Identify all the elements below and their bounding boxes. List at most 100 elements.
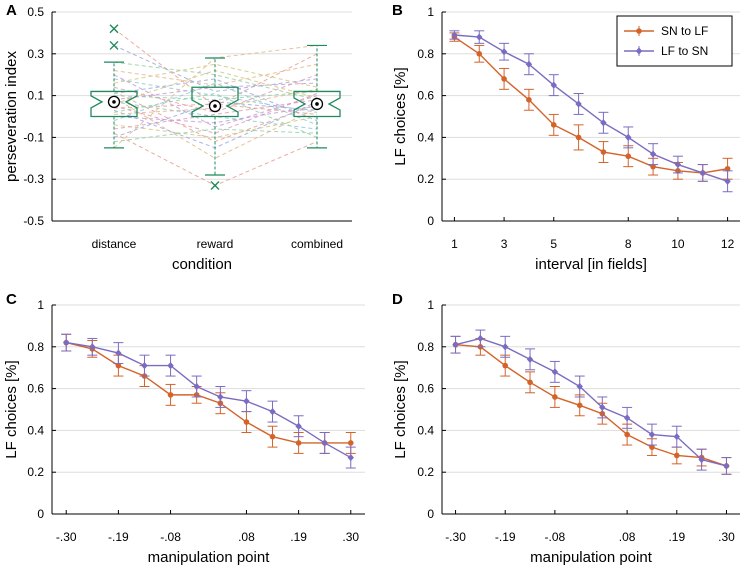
series-line	[455, 337, 727, 467]
data-point	[649, 444, 655, 450]
x-tick-label: 8	[625, 237, 632, 251]
x-tick-label: 5	[550, 237, 557, 251]
data-point	[269, 433, 276, 440]
data-point	[526, 355, 534, 363]
x-tick-label: -.30	[56, 530, 77, 544]
data-point	[600, 149, 607, 155]
data-point	[525, 60, 533, 68]
data-point	[575, 134, 582, 141]
y-tick-label: 0.6	[27, 382, 44, 396]
y-tick-label: -0.1	[23, 130, 44, 144]
data-point	[193, 382, 200, 391]
y-tick-label: 0.4	[417, 130, 434, 144]
x-tick-label: .08	[619, 530, 636, 544]
box-notch	[90, 90, 138, 118]
subject-line	[113, 63, 318, 86]
data-point	[599, 403, 606, 412]
data-point	[650, 163, 656, 170]
data-point	[295, 422, 302, 430]
data-point	[89, 343, 96, 351]
y-tick-label: 0.2	[27, 465, 44, 479]
x-tick-label: .19	[668, 530, 685, 544]
data-point	[576, 402, 583, 409]
y-tick-label: 0.8	[417, 47, 434, 61]
data-point	[477, 334, 484, 343]
series-sn-to-lf	[450, 335, 732, 475]
x-tick-label: -.19	[108, 530, 129, 544]
x-axis-label: condition	[172, 256, 232, 273]
data-point	[724, 165, 731, 172]
series-line	[66, 341, 351, 444]
x-tick-label: .30	[342, 530, 359, 544]
series-lf-to-sn	[61, 333, 356, 469]
subject-line	[113, 128, 318, 143]
y-tick-label: 0.3	[27, 47, 44, 61]
data-point	[673, 452, 680, 459]
legend-label: LF to SN	[661, 44, 708, 58]
panel-letter: C	[6, 291, 17, 308]
median-dot	[112, 100, 116, 104]
legend-marker	[635, 47, 643, 55]
panel-letter: B	[392, 2, 403, 19]
y-tick-label: -0.5	[23, 214, 44, 228]
x-tick-label: 10	[671, 237, 685, 251]
x-tick-label: 3	[501, 237, 508, 251]
data-point	[673, 433, 680, 441]
y-tick-label: 1	[427, 5, 434, 19]
box-distance	[90, 24, 138, 149]
y-tick-label: 0.4	[417, 423, 434, 437]
data-point	[649, 150, 657, 158]
subject-line	[113, 82, 318, 126]
subject-line	[113, 101, 318, 130]
y-tick-label: 0.6	[417, 382, 434, 396]
outlier-marker	[109, 40, 119, 50]
x-tick-label: reward	[197, 237, 234, 251]
data-point	[552, 394, 558, 400]
data-point	[625, 153, 632, 160]
y-tick-label: -0.3	[23, 172, 44, 186]
y-axis-label: LF choices [%]	[392, 360, 409, 458]
data-point	[551, 368, 559, 376]
y-tick-label: 0.2	[417, 465, 434, 479]
x-tick-label: 12	[721, 237, 735, 251]
y-tick-label: 0.5	[27, 5, 44, 19]
subject-line	[113, 44, 318, 92]
y-tick-label: 1	[427, 298, 434, 312]
y-axis-label: LF choices [%]	[392, 67, 409, 165]
data-point	[217, 393, 224, 401]
panel-letter: D	[392, 291, 403, 308]
legend-marker	[636, 28, 642, 34]
box-reward	[191, 57, 239, 190]
data-point	[347, 453, 354, 462]
data-point	[167, 392, 174, 398]
series-sn-to-lf	[61, 333, 356, 454]
data-point	[321, 439, 328, 447]
legend-label: SN to LF	[661, 24, 708, 38]
data-point	[698, 456, 705, 464]
x-tick-label: distance	[92, 237, 137, 251]
x-axis-label: interval [in fields]	[535, 256, 647, 273]
data-point	[526, 96, 532, 103]
y-tick-label: 0.2	[417, 172, 434, 186]
subject-line	[113, 74, 318, 113]
outlier-marker	[210, 180, 220, 190]
panel-letter: A	[6, 2, 17, 19]
data-point	[269, 407, 276, 416]
x-tick-label: -.08	[160, 530, 181, 544]
data-point	[674, 160, 682, 169]
data-point	[347, 440, 354, 446]
y-tick-label: 0	[37, 507, 44, 521]
x-tick-label: -.08	[545, 530, 566, 544]
series-line	[454, 34, 728, 182]
data-point	[550, 122, 557, 128]
data-point	[63, 339, 70, 347]
y-tick-label: 1	[37, 298, 44, 312]
x-tick-label: -.19	[495, 530, 516, 544]
x-axis-label: manipulation point	[148, 549, 271, 566]
data-point	[723, 462, 730, 470]
data-point	[141, 362, 148, 370]
x-tick-label: .30	[718, 530, 735, 544]
data-point	[295, 440, 302, 446]
